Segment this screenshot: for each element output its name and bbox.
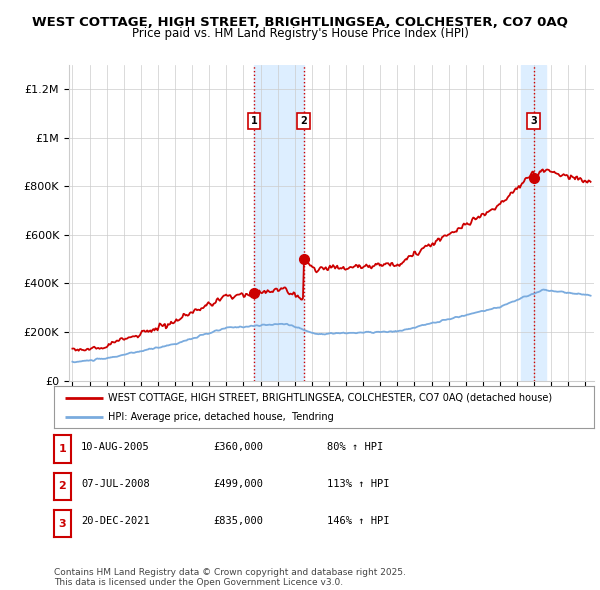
Text: 07-JUL-2008: 07-JUL-2008 [81,479,150,489]
Text: HPI: Average price, detached house,  Tendring: HPI: Average price, detached house, Tend… [108,412,334,422]
Text: 1: 1 [250,116,257,126]
Text: 3: 3 [59,519,66,529]
Text: 146% ↑ HPI: 146% ↑ HPI [327,516,389,526]
Text: WEST COTTAGE, HIGH STREET, BRIGHTLINGSEA, COLCHESTER, CO7 0AQ (detached house): WEST COTTAGE, HIGH STREET, BRIGHTLINGSEA… [108,392,552,402]
Text: Price paid vs. HM Land Registry's House Price Index (HPI): Price paid vs. HM Land Registry's House … [131,27,469,40]
Text: 20-DEC-2021: 20-DEC-2021 [81,516,150,526]
Text: 80% ↑ HPI: 80% ↑ HPI [327,442,383,452]
Text: 2: 2 [300,116,307,126]
Text: 10-AUG-2005: 10-AUG-2005 [81,442,150,452]
Text: £835,000: £835,000 [213,516,263,526]
Text: Contains HM Land Registry data © Crown copyright and database right 2025.
This d: Contains HM Land Registry data © Crown c… [54,568,406,587]
Bar [521,65,547,381]
Text: WEST COTTAGE, HIGH STREET, BRIGHTLINGSEA, COLCHESTER, CO7 0AQ: WEST COTTAGE, HIGH STREET, BRIGHTLINGSEA… [32,16,568,29]
Bar [254,65,304,381]
Text: 2: 2 [59,481,66,491]
Text: £360,000: £360,000 [213,442,263,452]
Text: 3: 3 [530,116,537,126]
Text: £499,000: £499,000 [213,479,263,489]
Text: 113% ↑ HPI: 113% ↑ HPI [327,479,389,489]
Text: 1: 1 [59,444,66,454]
